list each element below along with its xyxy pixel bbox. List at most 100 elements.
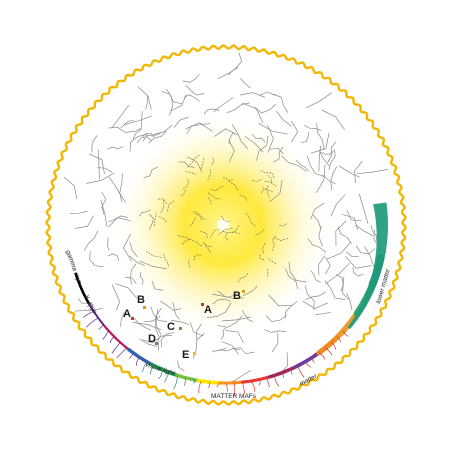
squiggle: [326, 241, 351, 260]
squiggle: [312, 214, 322, 229]
point-d-dot: [155, 342, 158, 345]
squiggle: [245, 212, 256, 227]
squiggle: [264, 181, 277, 187]
squiggle: [180, 189, 187, 197]
squiggle: [337, 226, 352, 244]
squiggle: [270, 147, 284, 155]
squiggle: [181, 238, 196, 245]
squiggle: [185, 171, 196, 175]
squiggle: [267, 257, 277, 264]
squiggle: [101, 191, 107, 215]
squiggle: [138, 209, 151, 217]
squiggle: [221, 341, 239, 355]
squiggle: [189, 322, 204, 337]
squiggle: [338, 165, 360, 178]
squiggle: [279, 222, 288, 227]
squiggle: [222, 316, 251, 322]
squiggle: [266, 188, 270, 199]
point-b-label: B: [137, 294, 145, 306]
maf-filament: [297, 365, 305, 379]
squiggle: [210, 229, 219, 238]
maf-filament: [164, 372, 170, 383]
squiggle: [330, 166, 338, 191]
squiggle: [266, 124, 274, 153]
squiggle: [89, 251, 104, 267]
squiggle: [281, 155, 307, 172]
squiggle: [77, 298, 94, 306]
squiggle: [230, 225, 240, 234]
squiggle: [302, 300, 329, 309]
squiggle: [240, 78, 251, 89]
maf-filament: [208, 382, 211, 389]
squiggle: [264, 329, 287, 333]
maf-filament: [274, 375, 280, 387]
squiggle: [265, 314, 287, 322]
squiggle: [228, 139, 235, 163]
point-a-inner-dot: [201, 303, 204, 306]
maf-filament: [216, 382, 219, 388]
squiggle: [238, 273, 249, 283]
squiggle-field: [63, 52, 388, 384]
label-matter: matter: [299, 373, 319, 388]
point-d: D: [148, 333, 158, 345]
squiggle: [228, 180, 239, 191]
squiggle: [208, 195, 212, 205]
squiggle: [310, 132, 330, 154]
squiggle: [139, 338, 158, 348]
squiggle: [325, 262, 350, 285]
squiggle: [273, 237, 288, 241]
squiggle: [268, 294, 294, 307]
point-e: E: [182, 349, 196, 361]
squiggle: [182, 178, 190, 189]
squiggle: [75, 307, 103, 312]
point-a-inner-label: A: [204, 304, 212, 316]
squiggle: [225, 233, 229, 241]
point-c-label: C: [167, 321, 175, 333]
squiggle: [98, 149, 100, 180]
squiggle: [231, 124, 249, 149]
squiggle: [187, 156, 203, 172]
squiggle: [160, 300, 182, 311]
squiggle: [259, 91, 276, 96]
squiggle: [213, 97, 234, 113]
maf-filament: [225, 382, 228, 392]
point-b-inner: B: [233, 290, 245, 302]
lower-matter-band: [347, 202, 388, 330]
squiggle: [315, 311, 331, 315]
squiggle: [346, 251, 359, 257]
point-e-dot: [193, 352, 196, 355]
squiggle: [239, 194, 248, 201]
squiggle: [271, 332, 279, 353]
squiggle: [133, 111, 143, 133]
maf-filament: [258, 379, 261, 386]
squiggle: [305, 291, 326, 301]
squiggle: [327, 141, 337, 163]
squiggle: [342, 276, 349, 300]
squiggle: [271, 235, 276, 251]
squiggle: [111, 104, 130, 129]
maf-filament: [109, 336, 115, 344]
squiggle: [139, 271, 144, 285]
maf-filament: [102, 330, 109, 340]
maf-filament: [87, 303, 90, 307]
squiggle: [173, 116, 189, 129]
squiggle: [152, 124, 173, 135]
squiggle: [70, 211, 88, 214]
squiggle: [318, 226, 323, 247]
maf-filament: [304, 361, 312, 368]
maf-filament: [198, 380, 202, 394]
squiggle: [129, 133, 148, 152]
squiggle: [259, 254, 265, 261]
maf-filament: [290, 369, 293, 375]
squiggle: [356, 169, 388, 175]
point-a-dot: [131, 317, 134, 320]
squiggle: [212, 347, 227, 352]
maf-filament: [343, 330, 349, 337]
squiggle: [151, 280, 164, 291]
squiggle: [324, 280, 346, 300]
squiggle: [318, 145, 321, 172]
point-c-dot: [179, 327, 182, 330]
squiggle: [242, 285, 258, 297]
squiggle: [307, 155, 324, 177]
